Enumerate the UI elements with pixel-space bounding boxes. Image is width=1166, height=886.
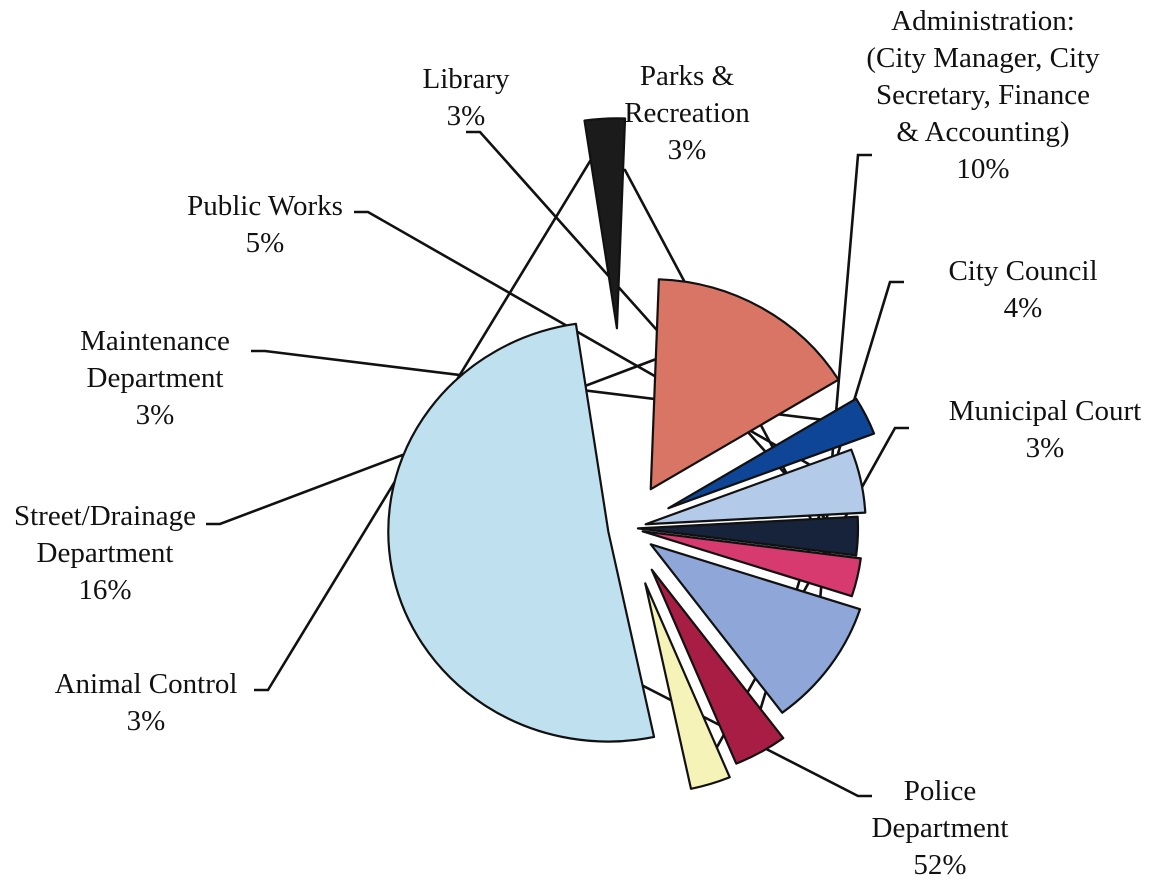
pie-slice: [641, 530, 862, 598]
slice-value-label: 3%: [447, 100, 486, 132]
pie-slice: [387, 322, 656, 743]
slice-name-label: Secretary, Finance: [876, 79, 1090, 111]
slice-name-label: Administration:: [891, 5, 1075, 37]
slice-value-label: 3%: [1026, 432, 1065, 464]
slice-name-label: & Accounting): [896, 116, 1069, 148]
slice-label: Parks & Recreation 3%: [624, 60, 750, 166]
slice-value-label: 52%: [913, 849, 966, 881]
pie-slices: [387, 117, 876, 790]
pie-slice: [649, 543, 862, 714]
slice-label: Public Works 5%: [187, 190, 343, 259]
slice-name-label: Library: [423, 63, 510, 95]
slice-name-label: Police: [904, 775, 977, 807]
slice-name-label: Recreation: [624, 97, 750, 129]
slice-value-label: 4%: [1004, 292, 1043, 324]
slice-label: Maintenance Department 3%: [80, 325, 230, 431]
slice-name-label: Street/Drainage: [14, 500, 196, 532]
pie-slice: [649, 278, 840, 491]
slice-label: Municipal Court 3%: [949, 395, 1142, 464]
slice-label: Administration: (City Manager, City Secret…: [866, 5, 1100, 185]
leader-line: [750, 280, 904, 739]
slice-label: Library 3%: [423, 63, 510, 132]
pie-slice: [650, 568, 785, 765]
slice-label: City Council 4%: [948, 255, 1097, 324]
slice-value-label: 10%: [956, 153, 1009, 185]
slice-name-label: (City Manager, City: [866, 42, 1100, 74]
slice-value-label: 5%: [246, 227, 285, 259]
slice-name-label: Animal Control: [55, 668, 238, 700]
leader-line: [254, 134, 607, 692]
slice-label: Street/Drainage Department 16%: [14, 500, 196, 606]
slice-label: Police Department 52%: [872, 775, 1009, 881]
pie-slice: [636, 515, 860, 557]
slice-name-label: Public Works: [187, 190, 343, 222]
slice-value-label: 3%: [127, 705, 166, 737]
pie-slice: [667, 397, 876, 510]
slice-value-label: 16%: [78, 574, 131, 606]
slice-label: Animal Control 3%: [55, 668, 238, 737]
slice-labels: Police Department 52% Animal Control 3% Stree…: [14, 5, 1141, 881]
slice-name-label: Parks &: [640, 60, 735, 92]
slice-name-label: City Council: [948, 255, 1097, 287]
slice-name-label: Department: [872, 812, 1009, 844]
slice-value-label: 3%: [136, 399, 175, 431]
pie-slice: [644, 448, 867, 526]
pie-slice: [583, 117, 627, 330]
pie-slice: [644, 582, 731, 790]
slice-name-label: Maintenance: [80, 325, 230, 357]
slice-name-label: Municipal Court: [949, 395, 1142, 427]
slice-value-label: 3%: [668, 134, 707, 166]
slice-name-label: Department: [87, 362, 224, 394]
slice-name-label: Department: [37, 537, 174, 569]
